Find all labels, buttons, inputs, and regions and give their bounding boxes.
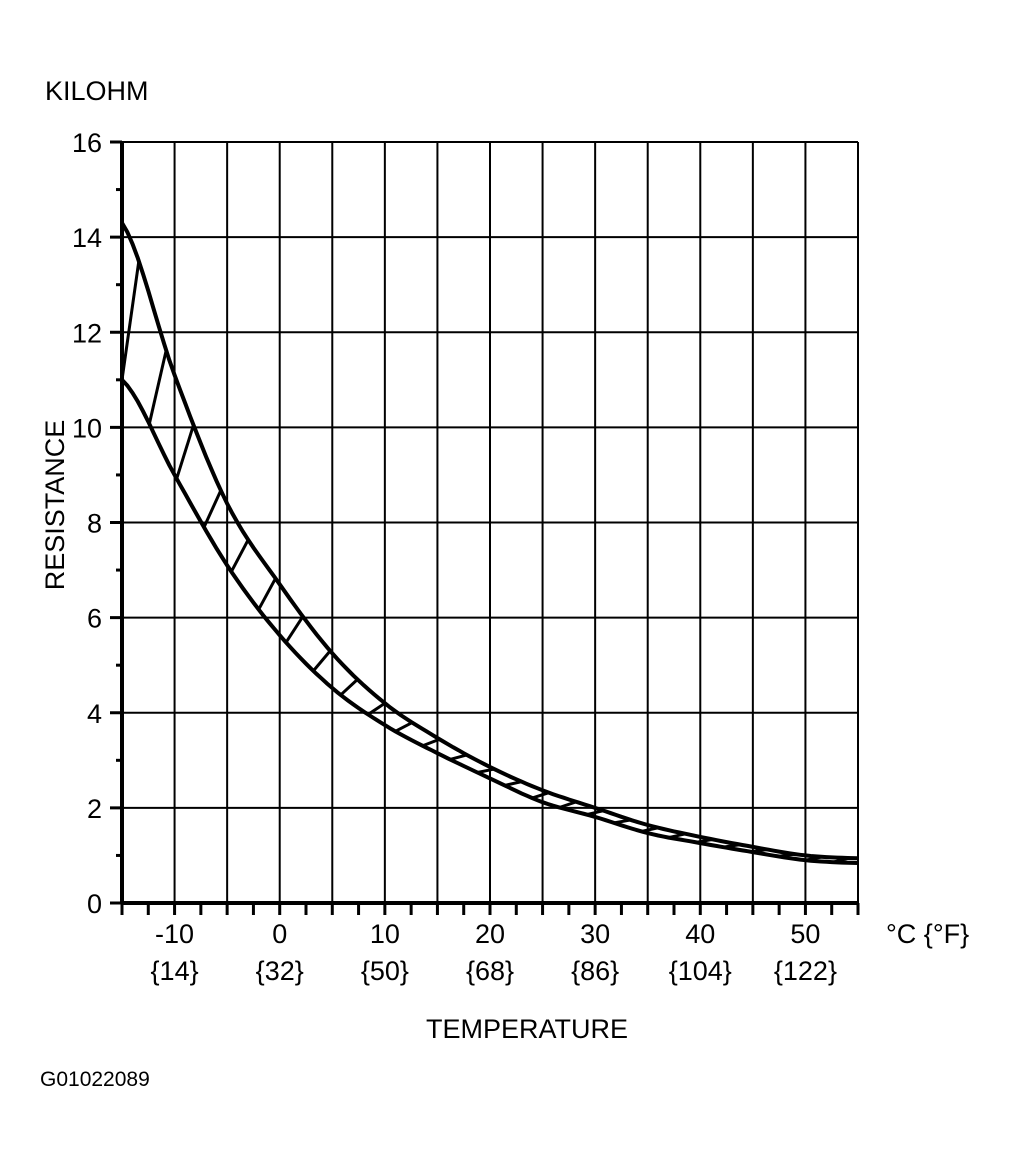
hatch-line <box>558 800 577 809</box>
hatch-line <box>120 260 141 381</box>
y-tick-label: 14 <box>72 223 102 253</box>
hatch-line <box>284 615 305 644</box>
figure-id: G01022089 <box>40 1068 150 1091</box>
hatch-line <box>777 852 796 858</box>
hatch-line <box>805 855 823 862</box>
hatch-line <box>175 424 195 480</box>
x-tick-label-fahrenheit: {86} <box>571 956 619 986</box>
x-tick-label-celsius: 0 <box>272 919 287 949</box>
x-axis-label: TEMPERATURE <box>426 1014 628 1044</box>
grid <box>122 141 859 903</box>
x-tick-label-celsius: 50 <box>790 919 820 949</box>
x-tick-label-celsius: 40 <box>685 919 715 949</box>
x-tick-label-fahrenheit: {104} <box>669 956 732 986</box>
y-tick-label: 4 <box>87 699 102 729</box>
axes <box>110 140 860 915</box>
x-tick-label-celsius: -10 <box>155 919 194 949</box>
hatch-line <box>394 721 413 733</box>
hatch-line <box>695 837 714 844</box>
hatch-line <box>613 818 632 825</box>
hatch-line <box>422 737 441 748</box>
x-tick-label-fahrenheit: {68} <box>466 956 514 986</box>
x-tick-label-celsius: 10 <box>370 919 400 949</box>
hatch-line <box>504 780 522 787</box>
hatch-line <box>586 809 604 817</box>
y-axis-label: RESISTANCE <box>40 420 70 591</box>
x-tick-label-celsius: 20 <box>475 919 505 949</box>
y-tick-label: 10 <box>72 413 102 443</box>
hatch-line <box>257 577 277 611</box>
hatch-line <box>367 701 386 716</box>
x-unit-label: °C {°F} <box>886 919 969 949</box>
hatch-line <box>230 539 250 573</box>
y-tick-label: 12 <box>72 318 102 348</box>
hatch-line <box>147 350 168 425</box>
tick-labels: 0 2 4 6 8 10 12 14 16 -10 {14} 0 {32} 10 {50} 20 {68} 30 {… <box>72 128 837 986</box>
tolerance-band <box>120 221 859 865</box>
hatch-line <box>339 678 359 697</box>
hatch-line <box>723 843 741 849</box>
hatch-line <box>832 856 850 864</box>
hatch-line <box>531 791 550 800</box>
x-tick-label-fahrenheit: {122} <box>774 956 837 986</box>
y-unit-label: KILOHM <box>45 76 149 106</box>
hatch-line <box>750 848 768 854</box>
hatch-line <box>202 489 223 528</box>
x-tick-label-celsius: 30 <box>580 919 610 949</box>
y-tick-label: 16 <box>72 128 102 158</box>
y-tick-label: 0 <box>87 889 102 919</box>
y-tick-label: 8 <box>87 509 102 539</box>
x-tick-label-fahrenheit: {50} <box>361 956 409 986</box>
hatch-line <box>641 826 659 833</box>
x-tick-label-fahrenheit: {32} <box>256 956 304 986</box>
hatch-line <box>312 649 332 672</box>
hatch-line <box>449 753 468 761</box>
x-tick-label-fahrenheit: {14} <box>151 956 199 986</box>
y-tick-label: 6 <box>87 604 102 634</box>
y-tick-label: 2 <box>87 794 102 824</box>
upper-bound-curve <box>120 221 859 861</box>
hatch-line <box>477 767 495 774</box>
hatch-line <box>668 832 686 840</box>
lower-bound-curve <box>120 378 859 865</box>
